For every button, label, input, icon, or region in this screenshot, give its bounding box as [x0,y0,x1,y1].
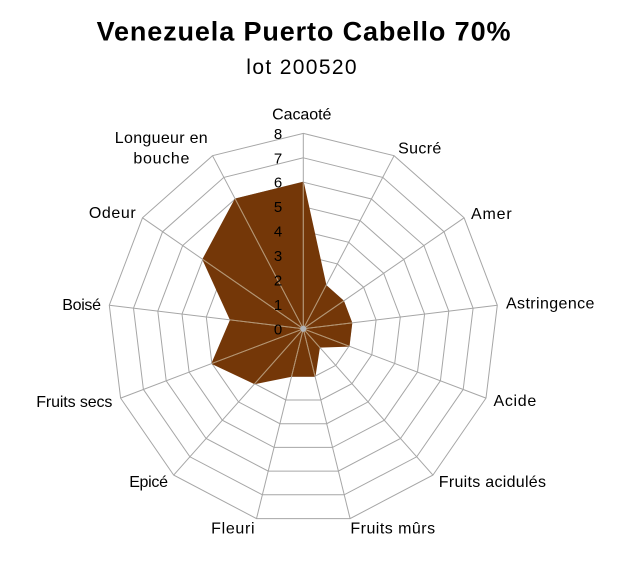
svg-text:4: 4 [274,224,282,241]
svg-text:Astringence: Astringence [506,296,594,313]
svg-text:bouche: bouche [133,151,189,168]
svg-text:Epicé: Epicé [129,474,168,491]
svg-text:Fleuri: Fleuri [211,521,255,538]
svg-text:5: 5 [274,199,282,216]
svg-text:Venezuela Puerto Cabello 70%: Venezuela Puerto Cabello 70% [97,17,511,47]
svg-text:7: 7 [274,150,282,167]
svg-text:Longueur en: Longueur en [115,130,208,147]
svg-text:Acide: Acide [494,393,537,410]
svg-text:Amer: Amer [471,206,512,223]
svg-text:Boisé: Boisé [62,297,101,314]
svg-text:Fruits acidulés: Fruits acidulés [439,474,546,491]
svg-text:0: 0 [274,321,282,338]
svg-text:1: 1 [274,297,282,314]
svg-text:lot 200520: lot 200520 [246,56,356,79]
svg-text:8: 8 [274,126,282,143]
svg-text:Fruits secs: Fruits secs [36,394,112,411]
svg-text:3: 3 [274,248,282,265]
svg-text:Cacaoté: Cacaoté [272,106,331,123]
svg-text:Sucré: Sucré [398,141,441,158]
svg-text:2: 2 [274,272,282,289]
svg-text:6: 6 [274,175,282,192]
svg-text:Fruits mûrs: Fruits mûrs [350,521,435,538]
svg-text:Odeur: Odeur [89,205,136,222]
